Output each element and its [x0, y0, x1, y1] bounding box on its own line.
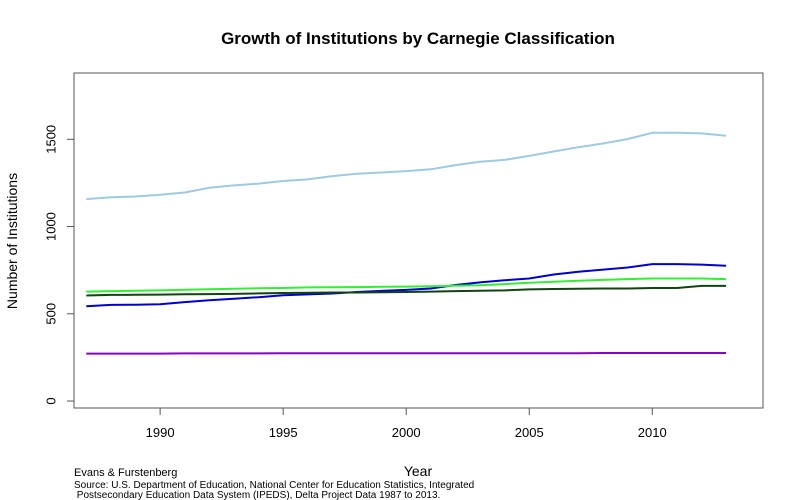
series-line-2 [86, 263, 727, 308]
series-line-3 [86, 277, 727, 293]
credit-text: Evans & Furstenberg [74, 467, 177, 479]
x-tick-label: 1995 [269, 425, 298, 440]
chart-title: Growth of Institutions by Carnegie Class… [221, 29, 615, 48]
y-tick-label: 1500 [44, 125, 59, 154]
series-lines [86, 131, 727, 355]
y-tick-label: 500 [44, 303, 59, 325]
y-tick-label: 0 [44, 397, 59, 404]
y-tick-label: 1000 [44, 212, 59, 241]
source-line-2: Postsecondary Education Data System (IPE… [74, 490, 440, 500]
y-axis: 0 500 1000 1500 [44, 125, 75, 405]
series-line-4 [86, 284, 727, 297]
plot-frame [73, 72, 764, 409]
x-tick-label: 2005 [515, 425, 544, 440]
series-line-5 [86, 352, 727, 355]
x-tick-label: 2000 [392, 425, 421, 440]
series-line-1 [86, 131, 727, 201]
y-axis-label: Number of Institutions [4, 173, 20, 309]
x-axis-label: Year [404, 463, 433, 479]
x-axis: 1990 1995 2000 2005 2010 [146, 407, 667, 440]
x-tick-label: 2010 [638, 425, 667, 440]
x-tick-label: 1990 [146, 425, 175, 440]
source-line-1: Source: U.S. Department of Education, Na… [74, 480, 474, 491]
